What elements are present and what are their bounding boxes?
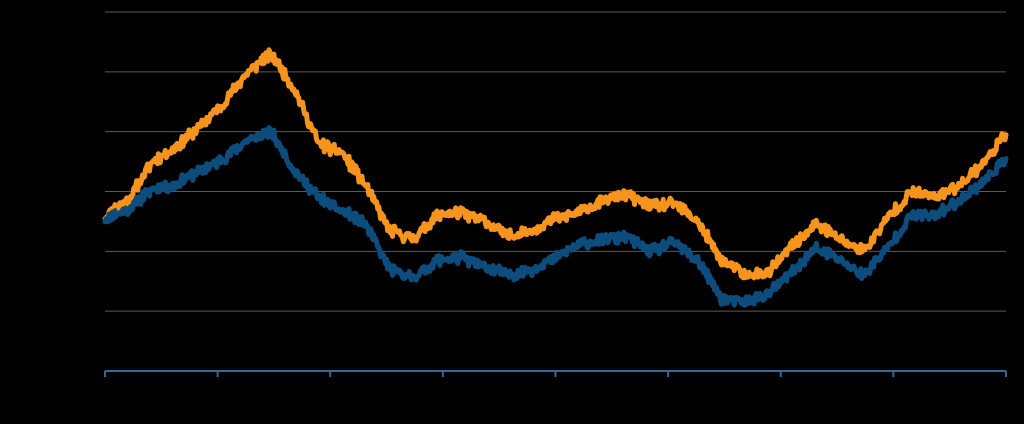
x-axis (104, 370, 1007, 377)
series-line-2 (102, 125, 1009, 308)
series-group (102, 47, 1009, 308)
series-line-1 (102, 47, 1009, 281)
